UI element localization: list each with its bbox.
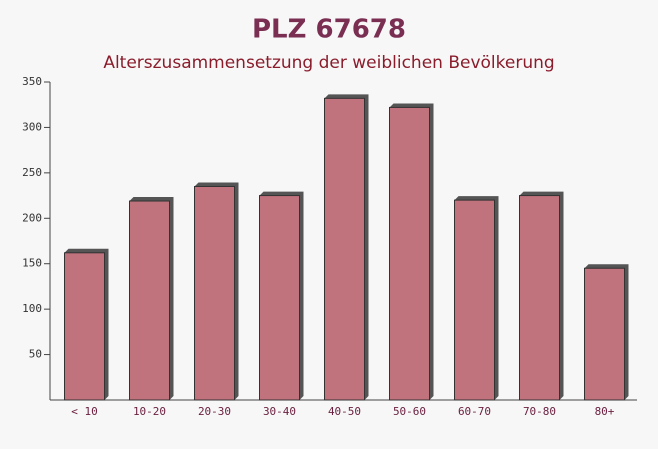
x-tick-label: 20-30	[198, 405, 231, 418]
y-tick-label: 50	[29, 348, 42, 361]
bar	[64, 252, 105, 401]
x-tick-label: 80+	[595, 405, 615, 418]
y-tick-label: 100	[22, 302, 42, 315]
x-tick-label: 60-70	[458, 405, 491, 418]
chart-subtitle: Alterszusammensetzung der weiblichen Bev…	[103, 53, 554, 73]
bar	[194, 185, 235, 401]
chart-title: PLZ 67678	[252, 15, 406, 45]
y-tick-label: 350	[22, 75, 42, 88]
x-tick-label: 30-40	[263, 405, 296, 418]
y-tick-label: 300	[22, 120, 42, 133]
x-tick-label: < 10	[71, 405, 98, 418]
bar	[389, 106, 430, 401]
y-tick-label: 250	[22, 166, 42, 179]
bar	[259, 195, 300, 401]
bar	[454, 199, 495, 401]
bar	[324, 97, 365, 401]
x-tick-label: 50-60	[393, 405, 426, 418]
x-tick-label: 10-20	[133, 405, 166, 418]
bar	[519, 195, 560, 401]
bar	[129, 200, 170, 401]
y-tick-label: 150	[22, 257, 42, 270]
x-tick-label: 40-50	[328, 405, 361, 418]
bar	[584, 267, 625, 401]
x-tick-label: 70-80	[523, 405, 556, 418]
y-tick-label: 200	[22, 211, 42, 224]
